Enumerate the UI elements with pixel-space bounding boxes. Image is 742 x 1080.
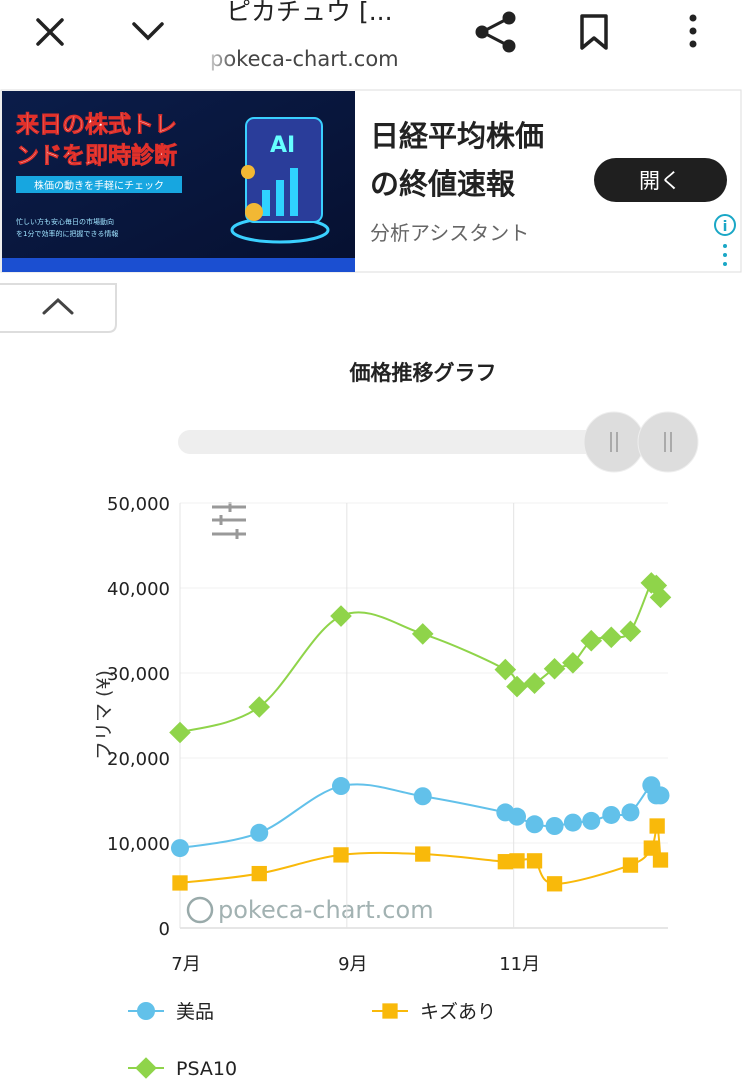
slider-track: [178, 430, 688, 454]
point: [333, 847, 349, 863]
point: [652, 852, 669, 868]
legend-label: 美品: [176, 1001, 214, 1023]
close-button[interactable]: [36, 18, 64, 46]
ad-collapse-tab[interactable]: [0, 283, 117, 333]
ad-image-headline: ンドを即時診断: [16, 142, 177, 169]
point: [525, 815, 544, 834]
point: [649, 586, 672, 609]
ad-image-art: AI: [230, 117, 330, 244]
point: [526, 853, 543, 869]
x-tick-label: 11月: [499, 954, 540, 975]
ad-image-strip: [2, 258, 355, 272]
point: [411, 623, 434, 645]
ad-info-glyph: i: [723, 219, 728, 235]
point: [169, 721, 191, 744]
point: [563, 813, 582, 832]
ad-banner[interactable]: 来日の株式トレ ンドを即時診断 株価の動きを手軽にチェック 忙しい方も安心毎日の…: [0, 89, 742, 273]
point: [494, 658, 517, 681]
legend-label: PSA10: [176, 1058, 237, 1080]
point: [643, 840, 659, 856]
point: [172, 875, 188, 891]
y-tick-label: 30,000: [107, 664, 170, 685]
ad-open-label: 開く: [639, 169, 681, 193]
browser-bar: ピカチュウ [... pokeca-chart.com: [0, 0, 742, 82]
point: [251, 865, 267, 882]
legend-marker: [382, 1003, 398, 1019]
y-tick-label: 20,000: [107, 749, 170, 770]
svg-text:AI: AI: [270, 133, 295, 158]
ad-collapse-icon: [42, 297, 74, 315]
y-axis-label: フリマ (¥): [93, 670, 115, 760]
ad-image-subline: 株価の動きを手軽にチェック: [34, 179, 164, 192]
point: [543, 657, 566, 680]
slider-handle[interactable]: [583, 411, 645, 473]
share-button[interactable]: [475, 11, 516, 53]
point: [562, 652, 584, 674]
point: [649, 818, 665, 834]
legend-marker: [137, 1002, 155, 1020]
point: [250, 823, 269, 842]
point: [415, 846, 431, 862]
legend-item[interactable]: PSA10: [128, 1057, 237, 1080]
point: [546, 876, 563, 892]
point: [509, 853, 525, 869]
legend-item[interactable]: 美品: [128, 1001, 214, 1023]
bookmark-button[interactable]: [580, 14, 608, 50]
collapse-button[interactable]: [132, 22, 164, 41]
point: [523, 672, 546, 694]
point: [580, 629, 603, 652]
filter-icon[interactable]: [212, 502, 246, 539]
point: [506, 675, 528, 698]
y-tick-label: 50,000: [107, 494, 170, 515]
point: [621, 803, 640, 822]
y-tick-label: 10,000: [107, 834, 170, 855]
point: [545, 817, 564, 835]
page-url: pokeca-chart.com: [210, 47, 399, 71]
legend-label: キズあり: [420, 1001, 496, 1023]
url-fade: [200, 46, 236, 74]
point: [331, 777, 350, 796]
ad-headline: 日経平均株価: [370, 119, 544, 153]
ad-advertiser: 分析アシスタント: [370, 221, 529, 245]
ad-info-icon[interactable]: [714, 214, 736, 236]
point: [330, 605, 352, 627]
legend-marker: [135, 1057, 157, 1079]
legend-item[interactable]: キズあり: [372, 1001, 496, 1023]
bar-bg: [0, 0, 742, 82]
menu-button[interactable]: [689, 14, 697, 48]
slider-grips: [610, 432, 672, 452]
range-slider[interactable]: [178, 411, 699, 473]
point: [651, 786, 670, 805]
ad-image-headline: 来日の株式トレ: [16, 112, 177, 138]
ad-image-note: を1分で効率的に把握できる情報: [16, 229, 118, 238]
watermark: pokeca-chart.com: [218, 896, 434, 924]
ad-image-tag: [16, 176, 182, 193]
x-tick-label: 7月: [171, 954, 200, 975]
point: [497, 854, 513, 870]
point: [248, 696, 271, 718]
ad-image-note: 忙しい方も安心毎日の市場動向: [16, 217, 114, 226]
chart-title: 価格推移グラフ: [349, 361, 497, 385]
point: [413, 787, 432, 806]
ad-headline: の終値速報: [370, 167, 516, 201]
point: [508, 807, 527, 826]
x-tick-label: 9月: [338, 954, 367, 975]
point: [619, 620, 642, 643]
ad-menu[interactable]: [723, 244, 727, 266]
point: [171, 839, 189, 858]
slider-handle[interactable]: [637, 411, 699, 473]
page-title: ピカチュウ [...: [226, 0, 393, 26]
watermark-logo: [186, 896, 214, 924]
point: [582, 811, 601, 830]
y-tick-label: 0: [159, 919, 170, 940]
point: [600, 626, 623, 649]
point: [622, 857, 639, 873]
ad-open-button[interactable]: [594, 158, 727, 202]
y-tick-label: 40,000: [107, 579, 170, 600]
point: [602, 805, 621, 824]
